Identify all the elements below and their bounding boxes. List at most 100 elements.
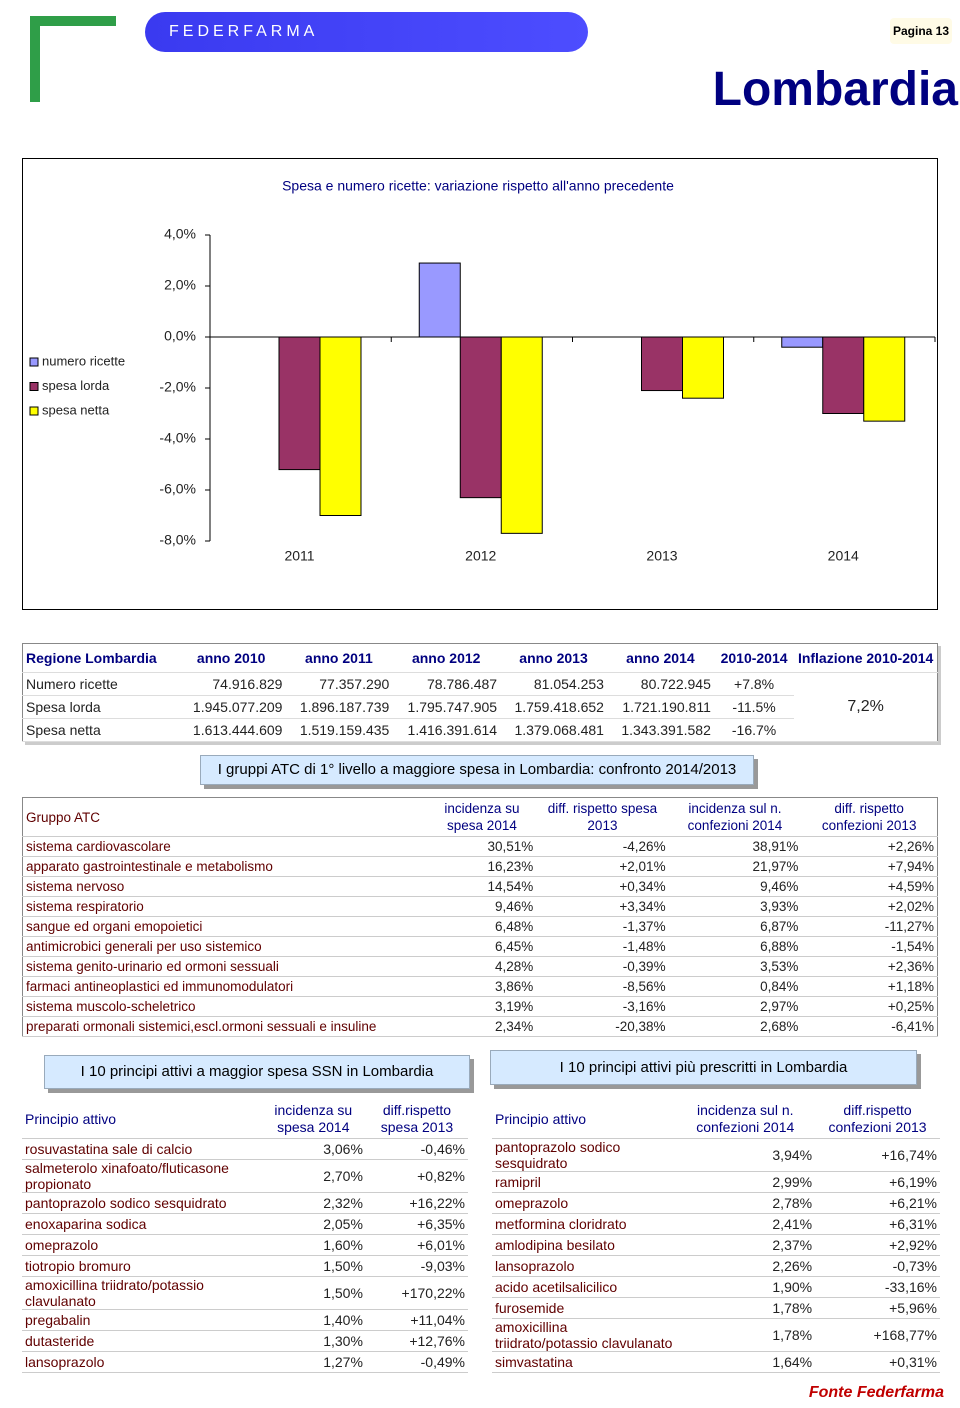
table-cell: +16,22%: [365, 1192, 468, 1214]
table-row: enoxaparina sodica 2,05% +6,35%: [22, 1213, 468, 1235]
table-cell: sistema genito-urinario ed ormoni sessua…: [22, 956, 428, 977]
table-cell: -1,37%: [536, 916, 669, 937]
table-row: sangue ed organi emopoietici 6,48% -1,37% 6…: [22, 916, 938, 937]
table-cell: -11.5%: [713, 695, 795, 719]
table-cell: 1,50%: [260, 1276, 366, 1310]
table-cell: +2,01%: [536, 856, 669, 877]
table-cell: 1,30%: [260, 1330, 366, 1352]
table-cell: +4,59%: [801, 876, 938, 897]
table-cell: anno 2012: [392, 643, 501, 673]
table-cell: 7,2%: [794, 672, 938, 742]
table-cell: 3,93%: [668, 896, 802, 917]
table-row: lansoprazolo 2,26% -0,73%: [492, 1255, 940, 1277]
legend-label: spesa netta: [42, 402, 110, 417]
bar: [641, 336, 683, 392]
table-cell: Inflazione 2010-2014: [794, 643, 938, 673]
table-cell: enoxaparina sodica: [22, 1213, 261, 1235]
table-cell: pantoprazolo sodico sesquidrato: [22, 1192, 261, 1214]
table-cell: +7,94%: [801, 856, 938, 877]
table-cell: 2,68%: [668, 1016, 802, 1037]
table-cell: 21,97%: [668, 856, 802, 877]
table-cell: sistema cardiovascolare: [22, 836, 428, 857]
table-row: acido acetilsalicilico 1,90% -33,16%: [492, 1276, 940, 1298]
table-cell: +6,35%: [365, 1213, 468, 1235]
table-row: apparato gastrointestinale e metabolismo…: [22, 856, 938, 877]
table-cell: +0,82%: [365, 1159, 468, 1193]
bar: [500, 336, 543, 534]
table-cell: 3,53%: [668, 956, 802, 977]
table-cell: Spesa lorda: [22, 695, 177, 719]
table-cell: +0,25%: [801, 996, 938, 1017]
table-cell: +168,77%: [815, 1318, 940, 1352]
table-cell: 6,88%: [668, 936, 802, 957]
table-cell: incidenza su spesa 2014: [260, 1100, 366, 1139]
table-cell: 1.416.391.614: [392, 718, 501, 742]
table-cell: +2,26%: [801, 836, 938, 857]
table-cell: 0,84%: [668, 976, 802, 997]
y-tick-label: -4,0%: [159, 430, 196, 446]
table-cell: -11,27%: [801, 916, 938, 937]
x-tick-label: 2011: [284, 548, 314, 564]
table-cell: +6,01%: [365, 1234, 468, 1256]
table-cell: 2,34%: [427, 1016, 537, 1037]
y-tick-label: -6,0%: [159, 481, 196, 497]
table-row: amoxicillina triidrato/potassio clavulan…: [492, 1318, 940, 1352]
table-row: amlodipina besilato 2,37% +2,92%: [492, 1234, 940, 1256]
table-cell: 1.759.418.652: [500, 695, 607, 719]
table-cell: incidenza sul n. confezioni 2014: [675, 1100, 816, 1139]
table-row: antimicrobici generali per uso sistemico…: [22, 936, 938, 957]
table-cell: furosemide: [492, 1297, 676, 1319]
table-cell: -0,39%: [536, 956, 669, 977]
table-row: sistema muscolo-scheletrico 3,19% -3,16% 2,…: [22, 996, 938, 1017]
table-cell: anno 2013: [500, 643, 607, 673]
table-cell: -9,03%: [365, 1255, 468, 1277]
bar: [822, 336, 865, 414]
table-cell: +6,19%: [815, 1171, 940, 1193]
table-row: sistema respiratorio 9,46% +3,34% 3,93% +2,0…: [22, 896, 938, 917]
table-cell: pregabalin: [22, 1309, 261, 1331]
table-cell: acido acetilsalicilico: [492, 1276, 676, 1298]
table-cell: lansoprazolo: [492, 1255, 676, 1277]
table-cell: diff. rispetto confezioni 2013: [801, 797, 938, 837]
y-tick-label: -2,0%: [159, 379, 196, 395]
table-cell: 1,78%: [675, 1297, 816, 1319]
y-tick-label: -8,0%: [159, 532, 196, 548]
table-cell: 3,19%: [427, 996, 537, 1017]
table-cell: dutasteride: [22, 1330, 261, 1352]
table-cell: 1.379.068.481: [500, 718, 607, 742]
table-cell: 9,46%: [668, 876, 802, 897]
table-cell: 30,51%: [427, 836, 537, 857]
table-row: farmaci antineoplastici ed immunomodulat…: [22, 976, 938, 997]
table-cell: 2,99%: [675, 1171, 816, 1193]
table-cell: sangue ed organi emopoietici: [22, 916, 428, 937]
table-cell: sistema respiratorio: [22, 896, 428, 917]
table-cell: diff.rispetto confezioni 2013: [815, 1100, 940, 1139]
table-row: Gruppo ATC incidenza su spesa 2014 diff. r…: [22, 797, 938, 837]
table-row: preparati ormonali sistemici,escl.ormoni…: [22, 1016, 938, 1037]
table-cell: 1,50%: [260, 1255, 366, 1277]
table-cell: 1,64%: [675, 1351, 816, 1373]
logo: [30, 16, 116, 102]
table-cell: 3,86%: [427, 976, 537, 997]
table-row: Principio attivo incidenza sul n. confezi…: [492, 1100, 940, 1139]
table-cell: amlodipina besilato: [492, 1234, 676, 1256]
table-cell: rosuvastatina sale di calcio: [22, 1138, 261, 1160]
table-row: pantoprazolo sodico sesquidrato 2,32% +16,…: [22, 1192, 468, 1214]
table-cell: 2,41%: [675, 1213, 816, 1235]
table-row: sistema cardiovascolare 30,51% -4,26% 38,91…: [22, 836, 938, 857]
table-cell: 1,40%: [260, 1309, 366, 1331]
page-number: Pagina 13: [890, 18, 952, 44]
table-cell: +2,36%: [801, 956, 938, 977]
table-cell: 9,46%: [427, 896, 537, 917]
bar: [459, 336, 502, 499]
top-spesa-table: Principio attivo incidenza su spesa 2014 d…: [22, 1100, 468, 1373]
summary-table: Regione Lombardia anno 2010 anno 2011 anno …: [22, 643, 938, 742]
table-cell: +3,34%: [536, 896, 669, 917]
table-cell: +0,34%: [536, 876, 669, 897]
table-cell: metformina cloridrato: [492, 1213, 676, 1235]
table-cell: 1.343.391.582: [606, 718, 714, 742]
table-row: sistema genito-urinario ed ormoni sessua…: [22, 956, 938, 977]
table-cell: anno 2011: [285, 643, 393, 673]
table-cell: 74.916.829: [176, 672, 286, 696]
